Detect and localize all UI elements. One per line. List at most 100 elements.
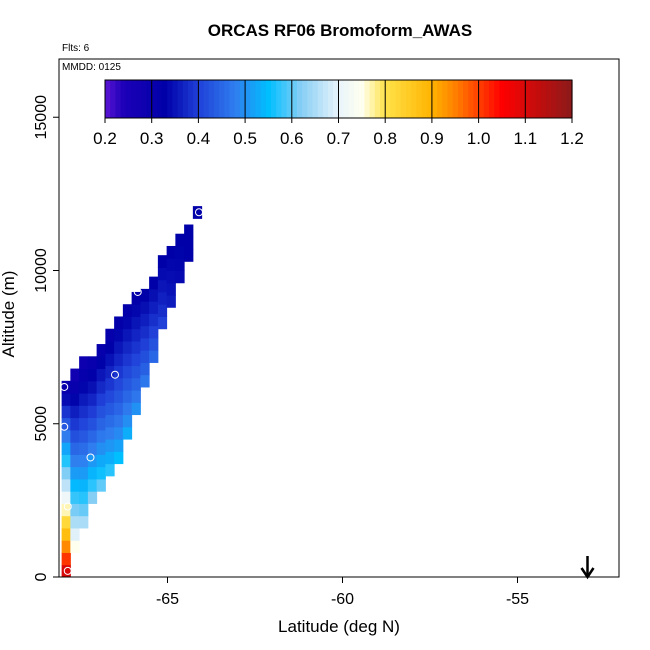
heatmap-cell	[184, 249, 194, 262]
colorbar-segment	[224, 80, 231, 118]
colorbar-segment	[172, 80, 179, 118]
colorbar-segment	[322, 80, 329, 118]
heatmap-cell	[122, 426, 133, 440]
heatmap-cell	[122, 340, 133, 354]
colorbar-segment	[437, 80, 443, 118]
heatmap-cell	[184, 224, 194, 238]
sample-point	[63, 502, 72, 511]
heatmap-cell	[96, 368, 106, 382]
heatmap-cell	[140, 313, 150, 327]
heatmap-cell	[79, 368, 89, 382]
heatmap-cell	[61, 564, 71, 578]
heatmap-cell	[131, 402, 141, 416]
heatmap-cell	[87, 393, 98, 406]
colorbar-segment	[411, 80, 417, 118]
colorbar-segment	[239, 80, 246, 118]
heatmap-cell	[79, 393, 89, 406]
colorbar-segment	[333, 80, 340, 118]
colorbar-segment	[551, 80, 558, 118]
heatmap-cell	[70, 527, 80, 541]
colorbar-segment	[380, 80, 386, 118]
heatmap-cell	[131, 291, 141, 305]
heatmap-cell	[79, 466, 89, 480]
colorbar-segment	[463, 80, 469, 118]
heatmap-cell	[122, 414, 133, 428]
heatmap-cell	[114, 316, 124, 330]
colorbar-segment	[146, 80, 153, 118]
heatmap-cell	[87, 380, 98, 394]
heatmap-cell	[70, 478, 80, 492]
heatmap-cell	[79, 405, 89, 419]
heatmap-cell	[175, 258, 185, 271]
heatmap-cell	[70, 466, 80, 480]
sample-point	[111, 370, 119, 379]
heatmap-cell	[61, 491, 71, 504]
heatmap-cell	[96, 405, 106, 419]
colorbar-segment	[416, 80, 423, 118]
heatmap-cell	[114, 439, 124, 452]
colorbar-segment	[182, 80, 189, 118]
colorbar-segment	[156, 80, 163, 118]
x-tick-label: -55	[506, 591, 529, 608]
heatmap-cell	[166, 295, 176, 308]
colorbar-segment	[509, 80, 516, 118]
colorbar-tick-label: 0.7	[327, 129, 351, 148]
colorbar-segment	[525, 80, 532, 118]
colorbar-segment	[234, 80, 241, 118]
heatmap-cell	[114, 353, 124, 367]
heatmap-cell	[114, 390, 124, 403]
heatmap-cell	[131, 390, 141, 403]
colorbar-segment	[478, 80, 485, 118]
colorbar: 0.2 0.3 0.4 0.5 0.6 0.7 0.8 0.9 1.0 1.1 1.2	[93, 79, 584, 148]
heatmap-cell	[87, 405, 98, 419]
colorbar-segment	[229, 80, 236, 118]
heatmap-cell	[105, 426, 115, 440]
colorbar-segment	[483, 80, 490, 118]
heatmap-cell	[105, 463, 115, 477]
colorbar-segment	[504, 80, 511, 118]
colorbar-segment	[457, 80, 464, 118]
heatmap-cell	[157, 267, 168, 281]
colorbar-segment	[250, 80, 257, 118]
colorbar-segment	[442, 80, 449, 118]
heatmap-cell	[149, 337, 159, 351]
colorbar-segment	[468, 80, 475, 118]
heatmap-cell	[149, 288, 159, 302]
colorbar-segment	[141, 80, 148, 118]
heatmap-cell	[87, 478, 98, 492]
colorbar-segment	[255, 80, 262, 118]
colorbar-segment	[348, 80, 355, 118]
colorbar-segment	[369, 80, 376, 118]
heatmap-cell	[175, 245, 185, 259]
colorbar-segment	[556, 80, 563, 118]
colorbar-segment	[540, 80, 547, 118]
heatmap-cell	[79, 515, 89, 529]
x-tick-label: -65	[156, 591, 179, 608]
heatmap-cell	[140, 350, 150, 363]
sample-point	[86, 453, 95, 462]
colorbar-tick-label: 0.3	[140, 129, 164, 148]
heatmap-cell	[96, 442, 106, 455]
heatmap-cell	[114, 451, 124, 465]
colorbar-segment	[317, 80, 324, 118]
y-axis: 0 5000 10000 15000	[33, 95, 59, 581]
colorbar-tick-label: 0.2	[93, 129, 117, 148]
colorbar-segment	[296, 80, 303, 118]
x-axis-label: Latitude (deg N)	[278, 617, 400, 636]
heatmap-cell	[70, 405, 80, 419]
colorbar-segment	[390, 80, 397, 118]
heatmap-cell	[140, 288, 150, 302]
heatmap-cell	[122, 390, 133, 403]
heatmap-cell	[114, 340, 124, 354]
heatmap-cell	[114, 377, 124, 391]
heatmap-cell	[149, 325, 159, 339]
heatmap-cell	[79, 454, 89, 468]
colorbar-segment	[488, 80, 495, 118]
colorbar-segment	[535, 80, 542, 118]
colorbar-segment	[162, 80, 168, 118]
colorbar-segment	[566, 80, 573, 118]
heatmap-cell	[114, 426, 124, 440]
colorbar-tick-label: 0.6	[280, 129, 304, 148]
date-annotation: MMDD: 0125	[62, 62, 121, 73]
